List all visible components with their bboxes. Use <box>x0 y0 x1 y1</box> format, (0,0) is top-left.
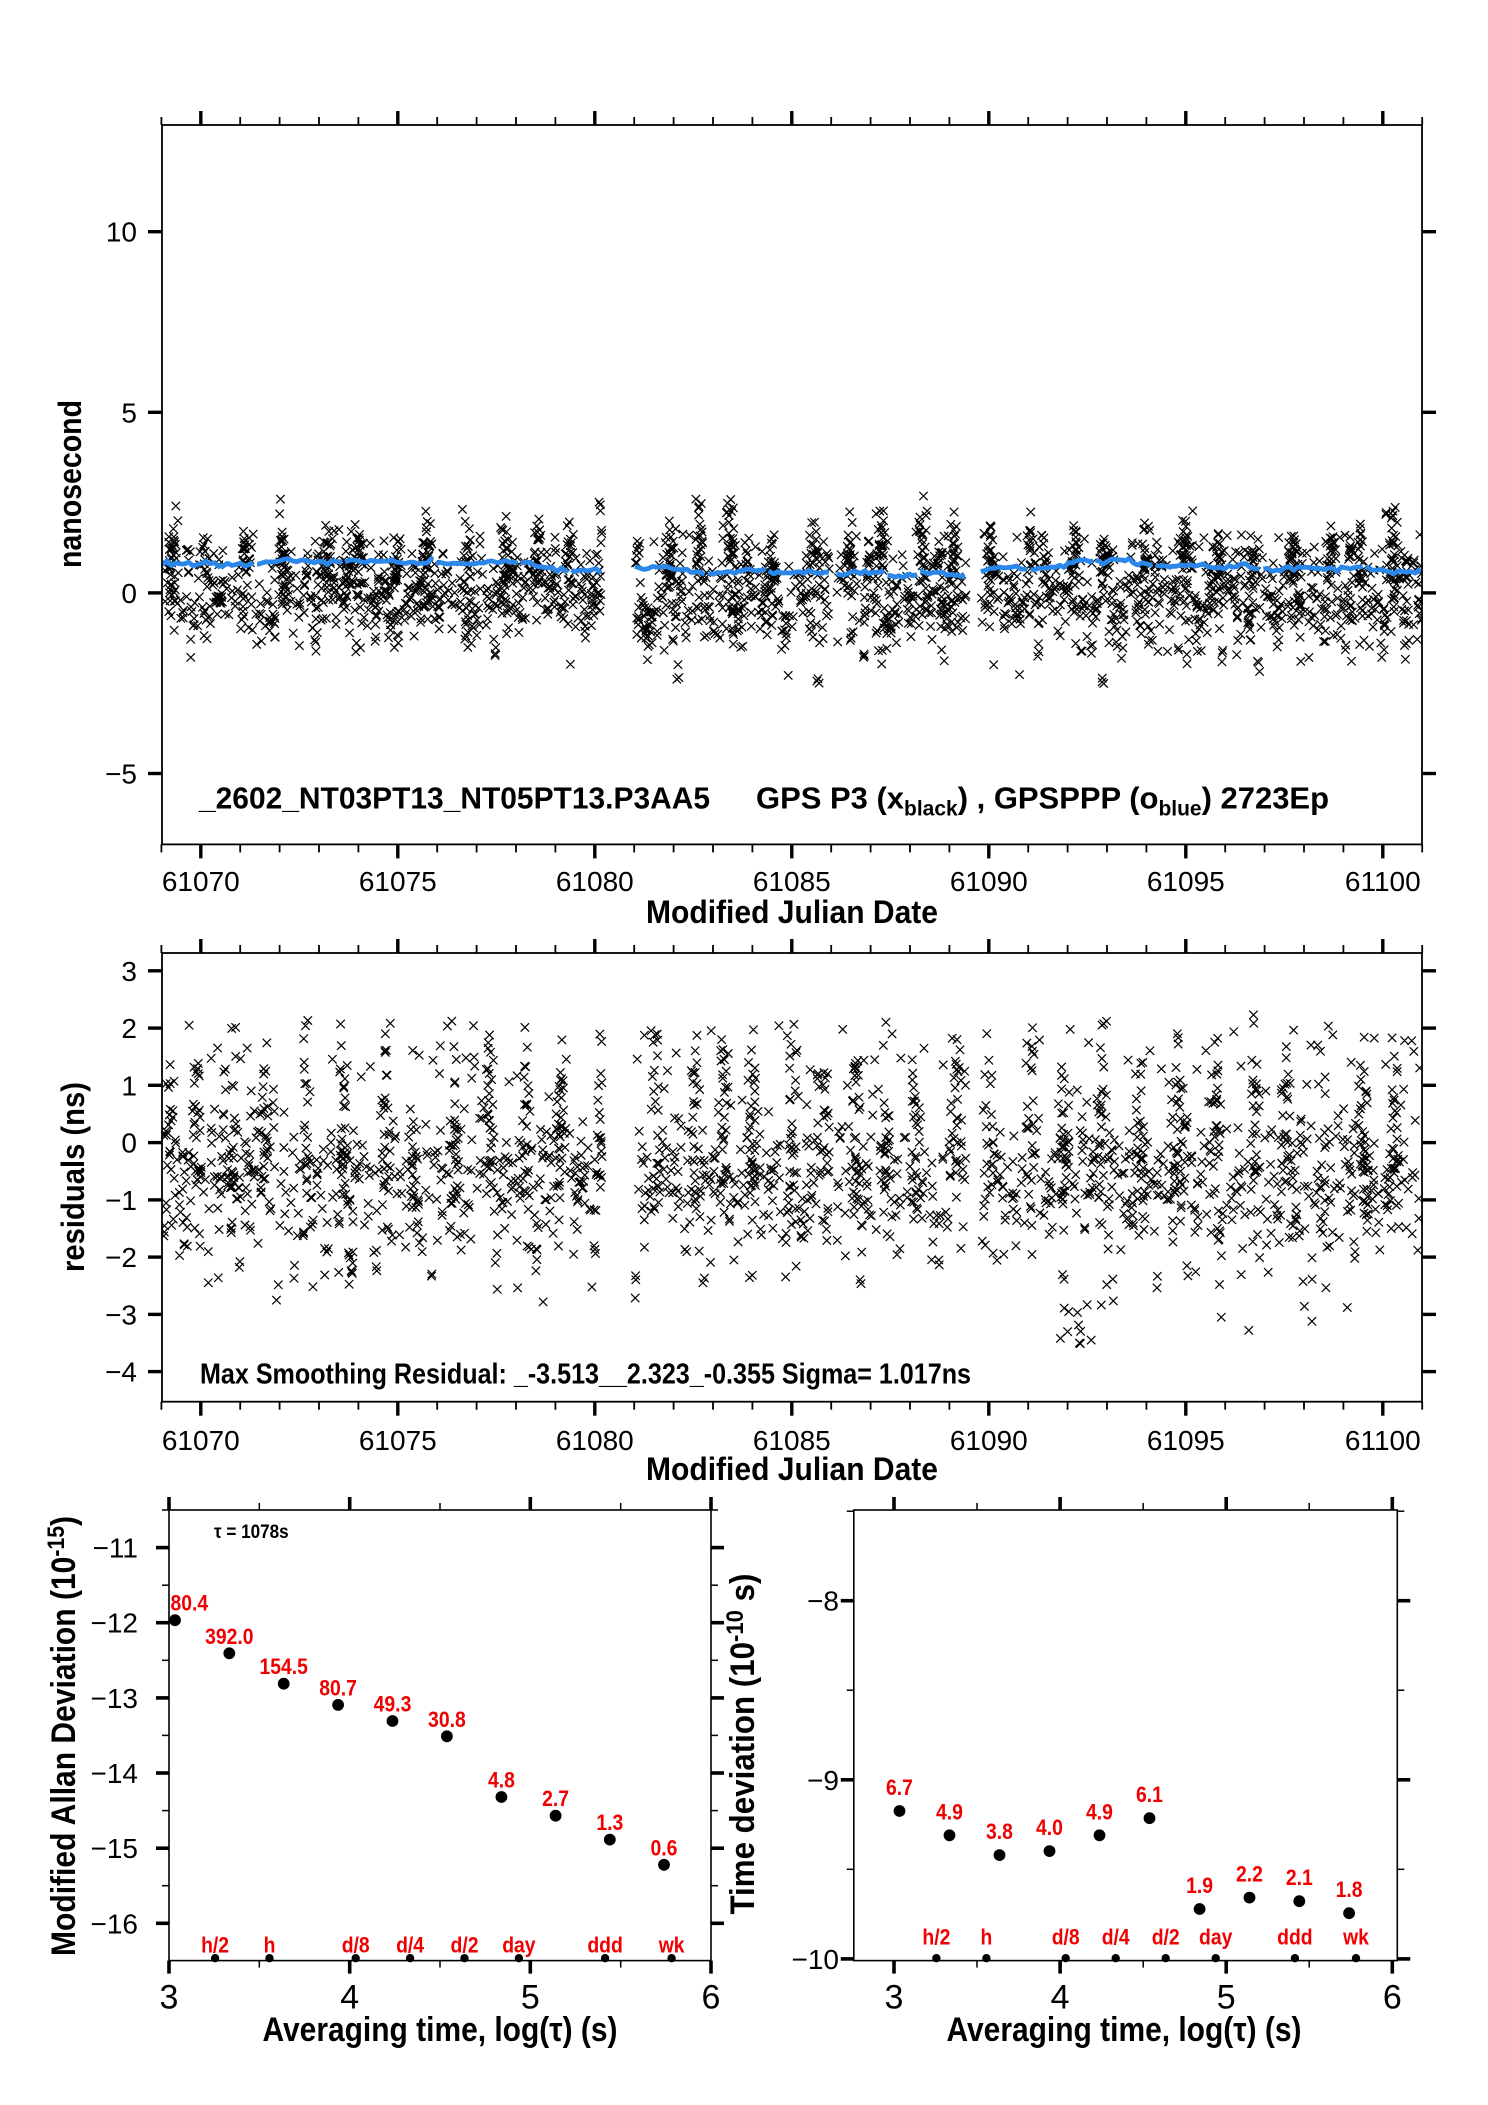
svg-text:3: 3 <box>160 1979 179 2017</box>
svg-text:61090: 61090 <box>950 1425 1028 1456</box>
svg-text:49.3: 49.3 <box>374 1692 412 1717</box>
svg-text:61100: 61100 <box>1345 866 1421 897</box>
svg-text:61075: 61075 <box>359 1425 437 1456</box>
svg-text:wk: wk <box>658 1933 685 1958</box>
svg-text:61095: 61095 <box>1147 866 1225 897</box>
svg-text:−10: −10 <box>792 1944 840 1975</box>
svg-text:−15: −15 <box>91 1833 139 1864</box>
svg-text:−11: −11 <box>93 1533 138 1564</box>
svg-text:h/2: h/2 <box>201 1933 229 1958</box>
svg-text:0: 0 <box>121 1128 137 1159</box>
svg-text:61085: 61085 <box>753 866 831 897</box>
svg-text:0: 0 <box>121 578 137 609</box>
svg-text:61085: 61085 <box>753 1425 831 1456</box>
svg-text:4: 4 <box>1051 1979 1070 2017</box>
svg-text:τ = 1078s: τ = 1078s <box>214 1522 289 1543</box>
svg-text:10: 10 <box>106 217 137 248</box>
svg-text:2: 2 <box>121 1013 137 1044</box>
svg-text:d/8: d/8 <box>1052 1925 1080 1950</box>
svg-text:d/2: d/2 <box>451 1933 479 1958</box>
svg-text:2.7: 2.7 <box>542 1786 569 1811</box>
svg-text:Modified Julian Date: Modified Julian Date <box>646 1451 938 1487</box>
svg-text:Averaging time, log(τ) (s): Averaging time, log(τ) (s) <box>263 2011 618 2049</box>
svg-text:3: 3 <box>885 1979 904 2017</box>
svg-text:h: h <box>981 1925 993 1950</box>
svg-text:1.8: 1.8 <box>1336 1877 1363 1902</box>
svg-text:61070: 61070 <box>162 1425 240 1456</box>
svg-text:−12: −12 <box>91 1608 139 1639</box>
svg-text:61075: 61075 <box>359 866 437 897</box>
svg-text:day: day <box>502 1933 536 1958</box>
svg-text:2.1: 2.1 <box>1286 1865 1313 1890</box>
svg-text:−8: −8 <box>807 1586 839 1617</box>
svg-text:−2: −2 <box>105 1242 137 1273</box>
svg-text:day: day <box>1199 1925 1233 1950</box>
svg-text:2.2: 2.2 <box>1236 1862 1263 1887</box>
svg-text:−4: −4 <box>105 1357 137 1388</box>
svg-text:3: 3 <box>121 956 137 987</box>
svg-text:5: 5 <box>1217 1979 1236 2017</box>
svg-text:d/4: d/4 <box>396 1933 425 1958</box>
svg-text:61070: 61070 <box>162 866 240 897</box>
svg-text:h/2: h/2 <box>922 1925 950 1950</box>
svg-text:wk: wk <box>1342 1925 1369 1950</box>
svg-text:−13: −13 <box>91 1683 139 1714</box>
svg-text:d/4: d/4 <box>1102 1925 1131 1950</box>
svg-text:5: 5 <box>121 397 137 428</box>
svg-text:d/8: d/8 <box>342 1933 370 1958</box>
svg-text:ddd: ddd <box>587 1933 623 1958</box>
svg-text:1: 1 <box>121 1070 137 1101</box>
svg-text:d/2: d/2 <box>1152 1925 1180 1950</box>
svg-text:154.5: 154.5 <box>260 1654 308 1679</box>
svg-text:_2602_NT03PT13_NT05PT13.P3AA5: _2602_NT03PT13_NT05PT13.P3AA5 <box>198 781 710 816</box>
svg-text:80.4: 80.4 <box>171 1591 209 1616</box>
svg-text:61080: 61080 <box>556 866 634 897</box>
svg-text:4.9: 4.9 <box>1086 1799 1113 1824</box>
svg-text:61090: 61090 <box>950 866 1028 897</box>
svg-text:3.8: 3.8 <box>986 1819 1013 1844</box>
svg-text:5: 5 <box>521 1979 540 2017</box>
svg-text:Max Smoothing Residual: _-3.51: Max Smoothing Residual: _-3.513__2.323_-… <box>200 1359 971 1391</box>
svg-text:6.7: 6.7 <box>886 1775 913 1800</box>
svg-text:61080: 61080 <box>556 1425 634 1456</box>
svg-text:6: 6 <box>1383 1979 1402 2017</box>
svg-text:6.1: 6.1 <box>1136 1782 1163 1807</box>
svg-text:−1: −1 <box>105 1185 137 1216</box>
svg-text:80.7: 80.7 <box>319 1675 357 1700</box>
svg-text:−5: −5 <box>105 759 137 790</box>
svg-text:0.6: 0.6 <box>651 1835 678 1860</box>
svg-text:4.0: 4.0 <box>1036 1815 1063 1840</box>
svg-text:−14: −14 <box>91 1758 139 1789</box>
svg-text:−16: −16 <box>91 1908 139 1939</box>
svg-text:GPS P3 (xblack) , GPSPPP (obl: GPS P3 (xblack) , GPSPPP (oblue) 2723Ep <box>756 781 1329 821</box>
svg-text:Modified Julian Date: Modified Julian Date <box>646 894 938 930</box>
svg-text:h: h <box>264 1933 276 1958</box>
svg-text:4.8: 4.8 <box>488 1768 515 1793</box>
svg-text:4.9: 4.9 <box>936 1799 963 1824</box>
svg-text:residuals (ns): residuals (ns) <box>55 1082 91 1272</box>
svg-text:−9: −9 <box>807 1765 839 1796</box>
svg-text:392.0: 392.0 <box>205 1624 253 1649</box>
svg-text:Averaging time, log(τ) (s): Averaging time, log(τ) (s) <box>947 2011 1302 2049</box>
svg-text:1.3: 1.3 <box>596 1810 623 1835</box>
svg-text:30.8: 30.8 <box>428 1707 466 1732</box>
svg-text:61095: 61095 <box>1147 1425 1225 1456</box>
svg-text:ddd: ddd <box>1277 1925 1313 1950</box>
svg-text:1.9: 1.9 <box>1186 1873 1213 1898</box>
svg-text:Modified Allan Deviation (10-1: Modified Allan Deviation (10-15) <box>43 1516 83 1956</box>
svg-text:4: 4 <box>340 1979 359 2017</box>
svg-text:nanosecond: nanosecond <box>52 400 88 568</box>
svg-text:−3: −3 <box>105 1299 137 1330</box>
svg-text:61100: 61100 <box>1345 1425 1421 1456</box>
svg-text:6: 6 <box>702 1979 721 2017</box>
